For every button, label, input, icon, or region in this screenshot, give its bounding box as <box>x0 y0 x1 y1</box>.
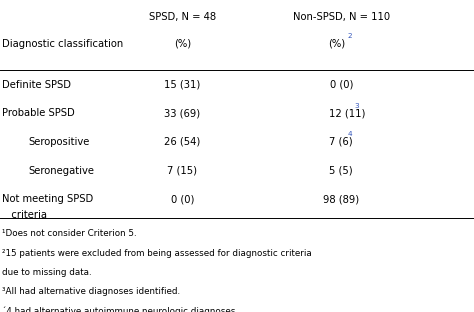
Text: Not meeting SPSD: Not meeting SPSD <box>2 194 94 204</box>
Text: SPSD, N = 48: SPSD, N = 48 <box>149 12 216 22</box>
Text: 4: 4 <box>348 131 353 137</box>
Text: 0 (0): 0 (0) <box>329 80 353 90</box>
Text: Diagnostic classification: Diagnostic classification <box>2 39 124 49</box>
Text: 7 (15): 7 (15) <box>167 166 198 176</box>
Text: 2: 2 <box>348 33 353 39</box>
Text: 7 (6): 7 (6) <box>329 137 353 147</box>
Text: ¹Does not consider Criterion 5.: ¹Does not consider Criterion 5. <box>2 229 137 238</box>
Text: 26 (54): 26 (54) <box>164 137 201 147</box>
Text: 33 (69): 33 (69) <box>164 108 201 118</box>
Text: Non-SPSD, N = 110: Non-SPSD, N = 110 <box>293 12 390 22</box>
Text: criteria: criteria <box>2 210 47 220</box>
Text: 5 (5): 5 (5) <box>329 166 353 176</box>
Text: Probable SPSD: Probable SPSD <box>2 108 75 118</box>
Text: 3: 3 <box>355 103 359 109</box>
Text: ²15 patients were excluded from being assessed for diagnostic criteria: ²15 patients were excluded from being as… <box>2 249 312 258</box>
Text: 98 (89): 98 (89) <box>323 194 359 204</box>
Text: 0 (0): 0 (0) <box>171 194 194 204</box>
Text: ´4 had alternative autoimmune neurologic diagnoses.: ´4 had alternative autoimmune neurologic… <box>2 307 238 312</box>
Text: 15 (31): 15 (31) <box>164 80 201 90</box>
Text: due to missing data.: due to missing data. <box>2 268 92 277</box>
Text: (%): (%) <box>174 39 191 49</box>
Text: Seropositive: Seropositive <box>28 137 90 147</box>
Text: 12 (11): 12 (11) <box>329 108 366 118</box>
Text: Definite SPSD: Definite SPSD <box>2 80 72 90</box>
Text: Seronegative: Seronegative <box>28 166 94 176</box>
Text: ³All had alternative diagnoses identified.: ³All had alternative diagnoses identifie… <box>2 287 181 296</box>
Text: (%): (%) <box>328 39 345 49</box>
